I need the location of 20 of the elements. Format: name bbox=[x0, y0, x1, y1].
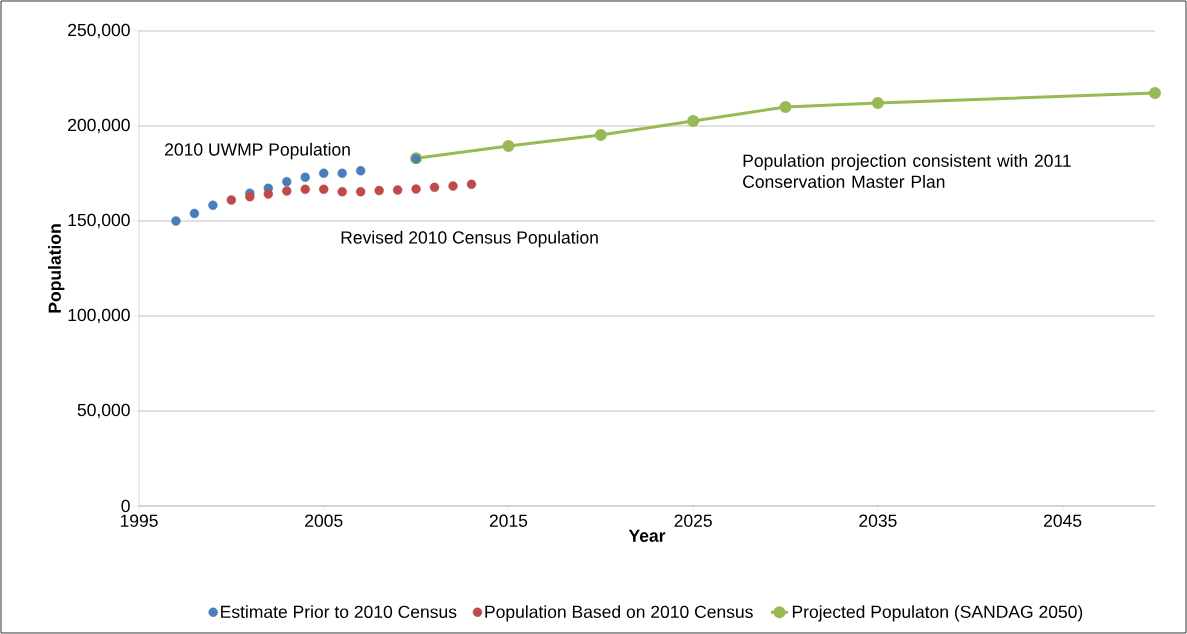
legend-label: Projected Populaton (SANDAG 2050) bbox=[792, 605, 1083, 622]
y-tick-label: 50,000 bbox=[77, 403, 130, 419]
legend-label: Estimate Prior to 2010 Census bbox=[221, 605, 457, 619]
y-tick-label: 200,000 bbox=[68, 118, 130, 134]
x-tick-label: 1995 bbox=[120, 514, 158, 527]
annotation: Revised 2010 Census Population bbox=[341, 230, 598, 248]
x-axis-title: Year bbox=[628, 529, 666, 542]
y-axis-title: Population bbox=[48, 224, 65, 313]
x-tick-label: 2005 bbox=[305, 514, 343, 527]
annotation: Population projection consistent with 2011 Conservation Master Plan bbox=[743, 154, 1071, 188]
legend-label: Population Based on 2010 Census bbox=[485, 605, 753, 622]
x-tick-label: 2025 bbox=[674, 514, 712, 527]
annotation: 2010 UWMP Population bbox=[165, 142, 350, 160]
x-tick-label: 2015 bbox=[489, 514, 528, 527]
y-tick-label: 250,000 bbox=[68, 23, 130, 39]
y-tick-label: 0 bbox=[121, 499, 130, 513]
x-tick-label: 2035 bbox=[859, 514, 897, 527]
y-tick-label: 100,000 bbox=[68, 308, 130, 324]
y-tick-label: 150,000 bbox=[68, 213, 130, 229]
x-tick-label: 2045 bbox=[1044, 514, 1082, 527]
